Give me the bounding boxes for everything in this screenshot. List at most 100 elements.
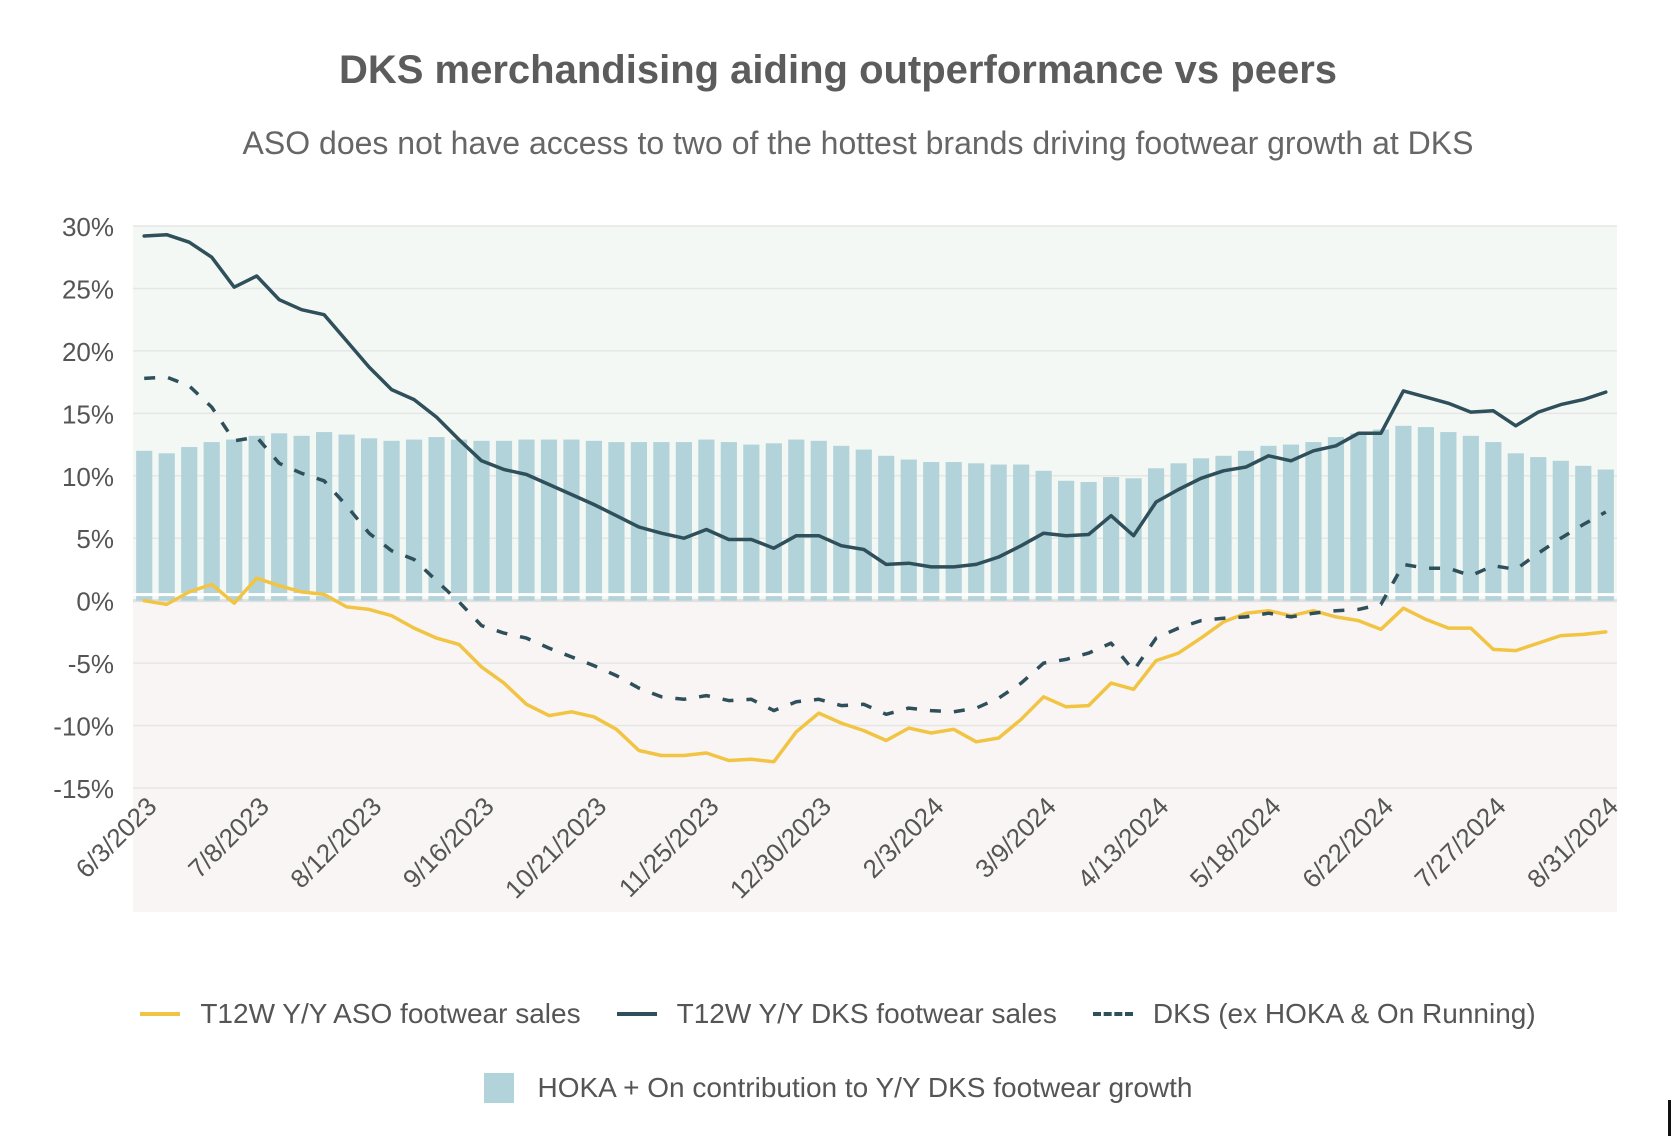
contribution-bar xyxy=(1575,465,1592,601)
contribution-bar xyxy=(630,442,648,601)
contribution-bar xyxy=(608,442,625,601)
contribution-bar xyxy=(450,439,468,601)
contribution-bar xyxy=(1507,453,1524,601)
contribution-bar xyxy=(136,450,153,601)
text-cursor-mark xyxy=(1668,1100,1671,1136)
contribution-bar xyxy=(1147,468,1165,601)
y-tick-label: 0% xyxy=(76,587,114,617)
contribution-bar xyxy=(810,440,827,601)
contribution-bar xyxy=(1350,433,1367,601)
contribution-bar xyxy=(158,453,175,601)
series-line xyxy=(142,576,1608,764)
contribution-bar xyxy=(293,435,310,601)
contribution-bar xyxy=(518,439,535,601)
legend-swatch-aso xyxy=(140,1012,181,1016)
contribution-bar xyxy=(1327,437,1345,601)
contribution-bar xyxy=(1102,477,1120,601)
contribution-bar xyxy=(698,439,715,601)
legend-label-dks-ex: DKS (ex HOKA & On Running) xyxy=(1152,998,1536,1029)
contribution-bar xyxy=(203,442,220,601)
contribution-bar xyxy=(1552,460,1569,601)
contribution-bar xyxy=(765,443,782,601)
contribution-bar xyxy=(563,439,580,601)
contribution-bar xyxy=(1462,435,1479,601)
contribution-bar xyxy=(855,449,872,601)
legend-label-aso: T12W Y/Y ASO footwear sales xyxy=(200,998,581,1029)
negative-background xyxy=(133,600,1617,912)
contribution-bar xyxy=(473,440,490,601)
chart-title: DKS merchandising aiding outperformance … xyxy=(338,48,1338,92)
legend-item-dks: T12W Y/Y DKS footwear sales xyxy=(616,998,1057,1030)
contribution-bar xyxy=(1215,455,1232,601)
legend-row-2: HOKA + On contribution to Y/Y DKS footwe… xyxy=(0,1072,1676,1104)
contribution-bar xyxy=(1080,482,1097,601)
contribution-bar xyxy=(1260,445,1277,601)
series-line xyxy=(142,232,1608,569)
contribution-bar xyxy=(833,445,850,601)
contribution-bar xyxy=(675,442,692,601)
contribution-bar xyxy=(271,433,288,601)
contribution-bar xyxy=(1305,442,1322,601)
contribution-bar xyxy=(1485,442,1502,601)
y-tick-label: -10% xyxy=(53,712,114,742)
legend-label-dks: T12W Y/Y DKS footwear sales xyxy=(676,998,1057,1029)
contribution-bar xyxy=(585,440,603,601)
contribution-bar xyxy=(1058,480,1075,601)
contribution-bar xyxy=(1597,469,1614,601)
contribution-bar xyxy=(1237,450,1255,601)
series-lines xyxy=(142,232,1608,764)
y-axis-ticks: 30% 25% 20% 15% 10% 5% 0% -5% -10% -15% xyxy=(53,212,114,804)
y-tick-label: 20% xyxy=(62,337,114,367)
contribution-bar xyxy=(878,455,895,601)
contribution-bar xyxy=(653,442,670,601)
contribution-bar xyxy=(428,437,445,601)
contribution-bar xyxy=(788,439,805,601)
contribution-bar xyxy=(1170,463,1187,601)
chart-subtitle: ASO does not have access to two of the h… xyxy=(242,125,1474,161)
legend-item-dks-ex: DKS (ex HOKA & On Running) xyxy=(1092,998,1536,1030)
gridlines xyxy=(133,225,1617,789)
contribution-bar xyxy=(1035,470,1052,601)
contribution-bars xyxy=(133,425,1617,601)
contribution-bar xyxy=(743,444,760,601)
contribution-bar xyxy=(540,439,558,601)
contribution-bar xyxy=(383,440,400,601)
y-tick-label: 15% xyxy=(62,399,114,429)
contribution-bar xyxy=(1372,429,1390,601)
contribution-bar xyxy=(405,439,423,601)
y-tick-label: -5% xyxy=(68,649,114,679)
legend-swatch-bars xyxy=(483,1073,514,1103)
y-tick-label: 10% xyxy=(62,462,114,492)
y-tick-label: 5% xyxy=(76,524,114,554)
legend-row-1: T12W Y/Y ASO footwear sales T12W Y/Y DKS… xyxy=(0,998,1676,1030)
contribution-bar xyxy=(1417,427,1434,601)
contribution-bar xyxy=(1440,432,1457,601)
legend-item-bars: HOKA + On contribution to Y/Y DKS footwe… xyxy=(483,1072,1193,1104)
contribution-bar xyxy=(1125,478,1142,601)
y-tick-label: 25% xyxy=(62,274,114,304)
contribution-bar xyxy=(1395,425,1412,601)
contribution-bar xyxy=(900,459,917,601)
y-tick-label: 30% xyxy=(62,212,114,242)
contribution-bar xyxy=(990,464,1007,601)
legend-item-aso: T12W Y/Y ASO footwear sales xyxy=(140,998,581,1030)
contribution-bar xyxy=(360,438,378,601)
contribution-bar xyxy=(248,435,265,601)
legend-swatch-dks xyxy=(616,1012,657,1016)
y-tick-label: -15% xyxy=(53,774,114,804)
contribution-bar xyxy=(945,462,962,601)
contribution-bar xyxy=(316,432,333,601)
contribution-bar xyxy=(720,442,737,601)
contribution-bar xyxy=(1192,458,1210,601)
contribution-bar xyxy=(495,440,513,601)
contribution-bar xyxy=(923,462,940,601)
contribution-bar xyxy=(1530,457,1547,601)
contribution-bar xyxy=(1013,464,1030,601)
contribution-bar xyxy=(226,439,243,601)
contribution-bar xyxy=(181,447,198,601)
contribution-bar xyxy=(1282,444,1300,601)
legend-label-bars: HOKA + On contribution to Y/Y DKS footwe… xyxy=(537,1072,1193,1103)
series-line xyxy=(144,375,1607,717)
contribution-bar xyxy=(968,463,985,601)
